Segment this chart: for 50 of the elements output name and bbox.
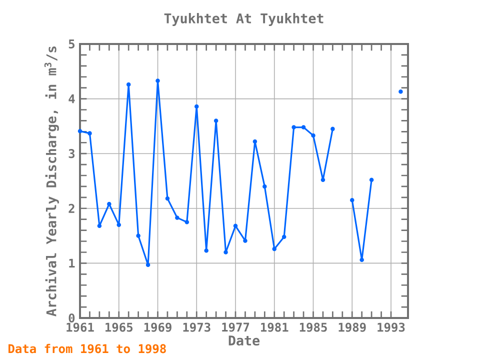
y-axis-title: Archival Yearly Discharge, in m$^{3}$/s — [44, 46, 59, 316]
point — [214, 118, 218, 123]
point — [252, 139, 258, 144]
x-tick-label: 1993 — [378, 322, 405, 332]
x-tick-label: 1973 — [183, 322, 210, 332]
point — [126, 82, 131, 87]
point — [146, 262, 150, 267]
point — [233, 224, 238, 228]
x-tick-label: 1981 — [261, 322, 288, 332]
point — [301, 125, 306, 130]
point — [116, 222, 122, 227]
point — [194, 104, 199, 109]
x-tick-label: 1985 — [300, 322, 327, 332]
y-tick-label: 1 — [69, 258, 75, 268]
x-tick-label: 1965 — [106, 322, 133, 332]
y-tick-label: 0 — [68, 313, 75, 323]
point — [224, 250, 228, 254]
x-tick-label: 1969 — [144, 322, 172, 332]
point — [156, 78, 160, 83]
point — [398, 90, 403, 94]
point — [78, 128, 82, 134]
x-tick-label: 1977 — [222, 322, 250, 332]
point — [107, 202, 112, 206]
point — [165, 196, 170, 201]
point — [369, 178, 374, 182]
y-tick-label: 3 — [68, 149, 75, 158]
point — [136, 234, 140, 238]
x-axis-title: Date — [228, 336, 260, 346]
text: Data from 1961 to 1998 — [8, 344, 166, 354]
point — [320, 178, 326, 182]
point — [262, 184, 267, 189]
point — [243, 238, 248, 243]
y-tick-label: 5 — [68, 40, 74, 48]
point — [204, 248, 208, 253]
point — [330, 126, 335, 132]
y-tick-label: 4 — [68, 94, 75, 104]
point — [272, 246, 277, 252]
x-tick-label: 1961 — [66, 322, 94, 332]
point — [311, 133, 316, 138]
x-tick-label: 1989 — [338, 322, 366, 332]
point — [97, 224, 102, 228]
point — [282, 234, 286, 240]
point — [175, 216, 180, 220]
point — [350, 198, 354, 202]
point — [292, 125, 296, 130]
point — [184, 220, 190, 224]
y-tick-label: 2 — [68, 204, 74, 213]
point — [360, 258, 364, 262]
chart-title: Tyukhtet At Tyukhtet — [164, 13, 324, 26]
point — [88, 131, 92, 136]
